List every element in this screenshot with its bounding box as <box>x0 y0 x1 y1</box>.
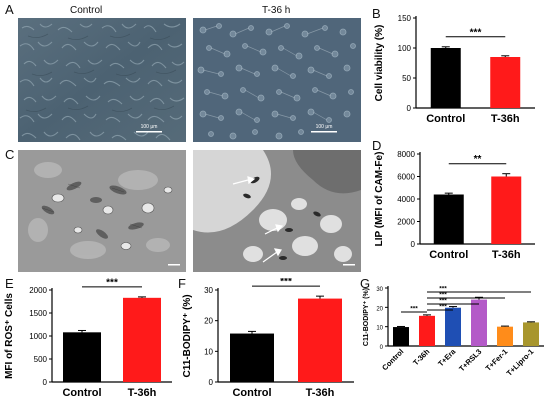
category-label: T+Lipro-1 <box>505 347 536 378</box>
category-label: Control <box>426 113 465 125</box>
panel-label-f: F <box>178 276 186 291</box>
y-tick-label: 10 <box>376 326 383 332</box>
significance-label: *** <box>439 286 447 293</box>
significance-label: *** <box>280 278 292 288</box>
control-micrograph: 100 μm <box>18 18 186 142</box>
panel-label-a: A <box>5 2 14 17</box>
category-label: T+RSL3 <box>457 347 483 373</box>
y-tick-label: 1500 <box>29 309 47 318</box>
treated-tem-image <box>193 150 361 272</box>
category-label: Control <box>380 347 405 372</box>
bar-t-fer-1 <box>497 326 513 346</box>
y-tick-label: 0 <box>411 240 416 249</box>
significance-label: *** <box>470 27 482 38</box>
category-label: T-36h <box>128 387 157 399</box>
treated-scale-text: 100 μm <box>316 124 333 130</box>
significance-label: *** <box>439 304 447 311</box>
bar-control <box>230 333 274 382</box>
y-tick-label: 6000 <box>397 173 415 182</box>
significance-label: *** <box>439 298 447 305</box>
y-tick-label: 2000 <box>29 286 47 295</box>
category-label: Control <box>62 387 101 399</box>
significance-label: *** <box>106 278 118 288</box>
y-tick-label: 1000 <box>29 332 47 341</box>
chart-d: 0 2000 4000 6000 8000 LIP (MFI of CAM-Fe) Cont… <box>374 150 535 261</box>
category-label: Control <box>429 249 468 261</box>
y-tick-label: 30 <box>376 287 383 293</box>
category-label: T+Era <box>436 346 458 368</box>
bar-control <box>393 327 409 346</box>
y-tick-label: 20 <box>376 306 383 312</box>
panel-label-e: E <box>5 276 14 291</box>
y-tick-label: 2000 <box>397 218 415 227</box>
y-axis-label: Cell viability (%) <box>374 25 385 102</box>
category-label: T+Fer-1 <box>484 347 510 373</box>
y-tick-label: 30 <box>204 286 213 295</box>
bar-t-lipro-1 <box>523 322 539 346</box>
y-tick-label: 0 <box>407 104 412 113</box>
chart-e: 0 500 1000 1500 2000 MFI of ROS⁺ Cells Control… <box>4 278 172 399</box>
panel-a-treated-title: T-36 h <box>262 5 291 16</box>
y-tick-label: 0 <box>43 378 48 387</box>
panel-label-d: D <box>372 138 382 153</box>
y-axis-label: MFI of ROS⁺ Cells <box>4 293 15 379</box>
significance-label: *** <box>439 292 447 299</box>
bar-t-36h <box>123 297 161 382</box>
y-tick-label: 20 <box>204 317 213 326</box>
bar-t-era <box>445 307 461 346</box>
panel-label-c: C <box>5 147 15 162</box>
category-label: T-36h <box>306 387 335 399</box>
treated-micrograph: 100 μm <box>193 18 361 142</box>
y-tick-label: 150 <box>398 14 412 23</box>
y-axis-label: C11-BODIPY⁺ (%) <box>182 294 193 377</box>
category-label: T-36h <box>492 249 521 261</box>
bar-control <box>433 194 464 244</box>
category-label: T-36h <box>411 347 432 368</box>
y-axis-label: LIP (MFI of CAM-Fe) <box>374 152 385 247</box>
y-axis-label: C11-BODIPY⁺ (%) <box>363 288 370 346</box>
bar-t-36h <box>490 57 521 108</box>
panel-a-control-title: Control <box>70 5 103 16</box>
control-scale-text: 100 μm <box>141 124 158 130</box>
bar-t-36h <box>419 315 435 346</box>
category-label: Control <box>232 387 271 399</box>
y-tick-label: 0 <box>209 378 214 387</box>
y-tick-label: 500 <box>34 355 48 364</box>
control-tem-image <box>18 150 186 272</box>
category-label: T-36h <box>491 113 520 125</box>
bar-t-36h <box>298 298 342 382</box>
significance-label: *** <box>410 305 418 312</box>
chart-f: 0 10 20 30 C11-BODIPY⁺ (%) Control T-36h *** <box>182 278 354 399</box>
y-tick-label: 50 <box>402 74 411 83</box>
y-tick-label: 8000 <box>397 150 415 159</box>
y-tick-label: 0 <box>380 345 384 351</box>
bar-control <box>430 48 461 108</box>
chart-b: 0 50 100 150 Cell viability (%) Control T-36h *… <box>374 14 535 125</box>
significance-label: ** <box>474 154 482 165</box>
bar-control <box>63 332 101 382</box>
bar-t-rsl3 <box>471 299 487 346</box>
y-tick-label: 4000 <box>397 195 415 204</box>
panel-label-g: G <box>360 276 371 291</box>
y-tick-label: 100 <box>398 44 412 53</box>
y-tick-label: 10 <box>204 347 213 356</box>
bar-t-36h <box>491 176 522 244</box>
panel-label-b: B <box>372 6 381 21</box>
tem-arrows <box>232 176 284 263</box>
